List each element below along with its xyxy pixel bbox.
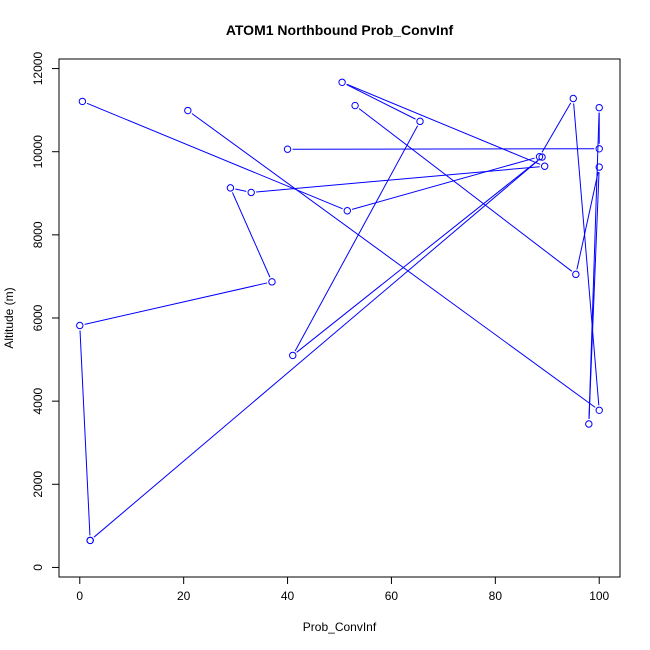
data-point (535, 152, 544, 161)
data-point (595, 163, 603, 171)
series-segment (346, 83, 541, 165)
x-axis-label: Prob_ConvInf (303, 620, 377, 634)
series-segment (573, 103, 600, 406)
data-point (226, 184, 235, 192)
data-point (268, 278, 276, 286)
data-point (247, 188, 255, 197)
series-segment (191, 113, 596, 408)
data-point (538, 153, 546, 161)
series-3 (283, 101, 603, 428)
series-segment (231, 192, 271, 278)
y-tick-label: 6000 (31, 304, 45, 331)
series-segment (588, 112, 600, 420)
data-point (351, 101, 359, 110)
data-point (572, 270, 580, 279)
x-axis: 0 20 40 60 80 100 (76, 576, 610, 603)
x-tick-label: 20 (177, 589, 191, 603)
data-point (343, 207, 351, 215)
y-tick-label: 2000 (31, 471, 45, 498)
y-axis: 0 2000 4000 6000 8000 10000 12000 (31, 52, 60, 571)
series-segment (93, 159, 539, 538)
data-point (289, 351, 297, 360)
y-tick-label: 4000 (31, 387, 45, 414)
y-tick-label: 0 (31, 564, 45, 571)
series-segment (256, 166, 540, 193)
series-segment (79, 330, 91, 536)
x-tick-label: 100 (589, 589, 609, 603)
series-2 (78, 94, 603, 414)
data-point (78, 97, 87, 106)
series-segment (576, 171, 599, 270)
series-layer (76, 78, 603, 545)
series-segment (86, 102, 343, 210)
series-segment (235, 188, 247, 192)
data-point (86, 536, 94, 545)
x-tick-label: 0 (76, 589, 83, 603)
y-tick-label: 10000 (31, 135, 45, 169)
y-tick-label: 8000 (31, 221, 45, 248)
data-point (595, 103, 603, 112)
data-point (283, 145, 292, 153)
series-segment (541, 102, 572, 153)
series-segment (358, 108, 573, 272)
series-segment (296, 159, 539, 353)
y-tick-label: 12000 (31, 52, 45, 86)
data-point (595, 406, 603, 414)
data-point (569, 94, 577, 103)
x-tick-label: 60 (385, 589, 399, 603)
series-segment (294, 125, 419, 352)
series-1 (76, 78, 549, 545)
data-point (416, 117, 424, 126)
data-point (585, 420, 593, 428)
series-segment (84, 282, 268, 325)
series-segment (351, 157, 535, 210)
data-point (540, 162, 549, 170)
x-tick-label: 80 (489, 589, 503, 603)
y-axis-label: Altitude (m) (2, 287, 16, 348)
data-point (338, 78, 346, 86)
data-point (76, 321, 84, 330)
data-point (184, 106, 192, 115)
x-tick-label: 40 (281, 589, 295, 603)
data-point (595, 145, 603, 153)
chart-title: ATOM1 Northbound Prob_ConvInf (226, 22, 454, 38)
series-segment (346, 84, 416, 120)
